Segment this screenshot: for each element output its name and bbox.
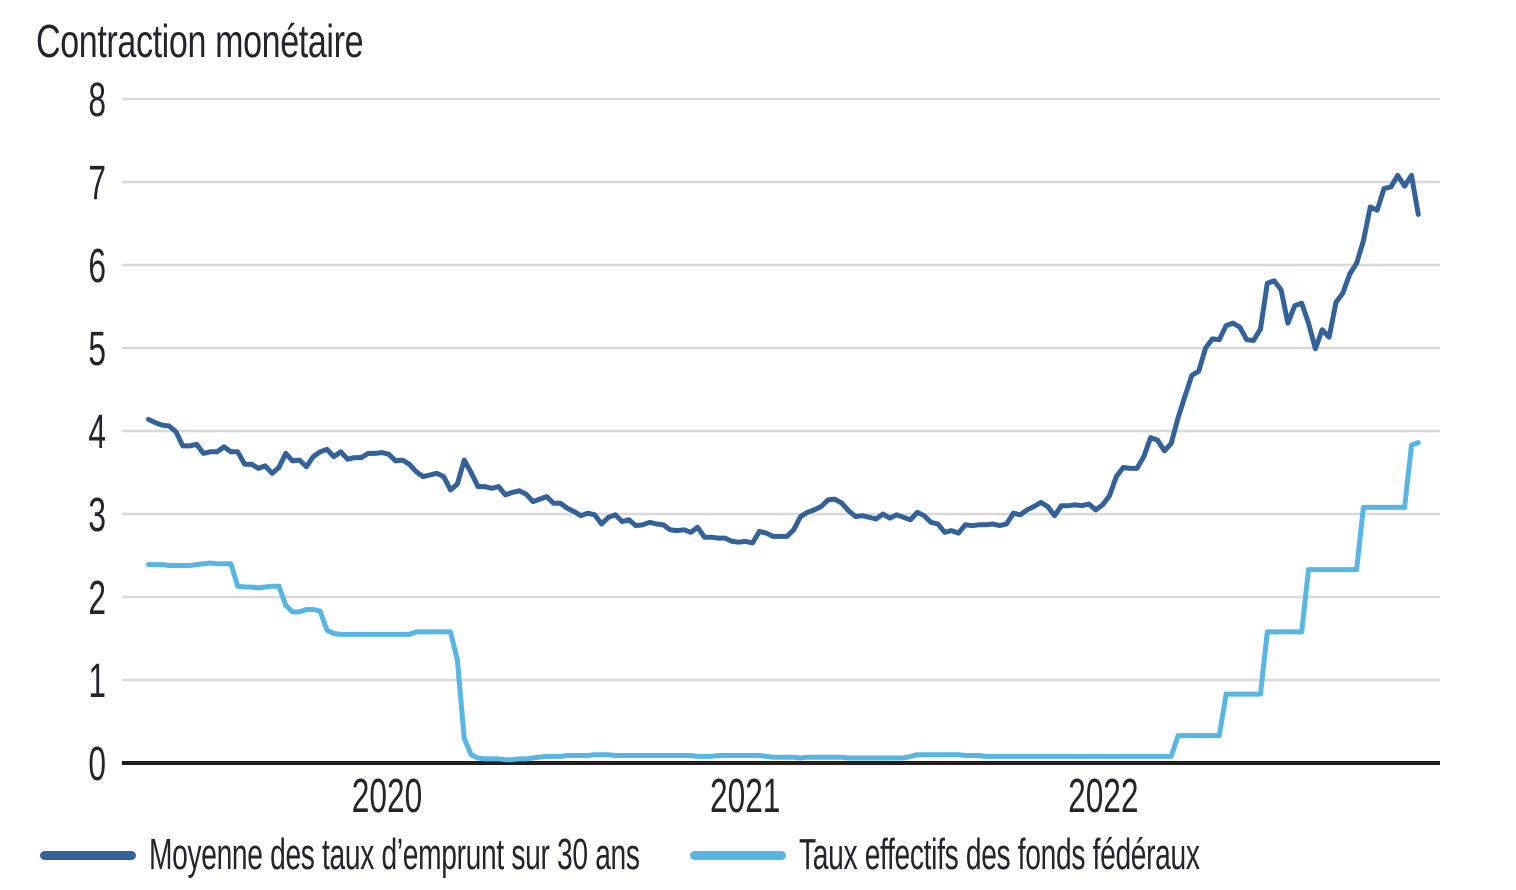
legend-item-moyenne-30-ans: Moyenne des taux d’emprunt sur 30 ans (40, 830, 916, 879)
legend-swatch-moyenne-30-ans (40, 850, 136, 860)
axis-tick-labels: 0 1 2 3 4 5 6 7 8 2020 2021 2022 (88, 72, 1138, 822)
series-line-taux-effectifs (146, 440, 1421, 763)
legend-label-taux-effectifs: Taux effectifs des fonds fédéraux (799, 830, 1200, 879)
y-tick-label-6: 6 (88, 238, 106, 292)
series-line-moyenne-30-ans (146, 172, 1421, 546)
y-tick-label-0: 0 (88, 736, 106, 790)
y-tick-label-3: 3 (88, 487, 106, 541)
y-tick-label-2: 2 (88, 570, 106, 624)
y-tick-label-7: 7 (88, 155, 106, 209)
y-tick-label-1: 1 (88, 653, 106, 707)
chart-title: Contraction monétaire (36, 15, 364, 67)
legend-swatch-taux-effectifs (690, 850, 786, 860)
y-tick-label-5: 5 (88, 321, 106, 375)
legend-label-moyenne-30-ans: Moyenne des taux d’emprunt sur 30 ans (149, 830, 640, 879)
y-tick-label-4: 4 (88, 404, 106, 458)
legend-item-taux-effectifs: Taux effectifs des fonds fédéraux (690, 830, 1425, 879)
y-tick-label-8: 8 (88, 72, 106, 126)
x-tick-label-2021: 2021 (710, 768, 780, 822)
x-tick-label-2022: 2022 (1068, 768, 1138, 822)
x-tick-label-2020: 2020 (352, 768, 422, 822)
